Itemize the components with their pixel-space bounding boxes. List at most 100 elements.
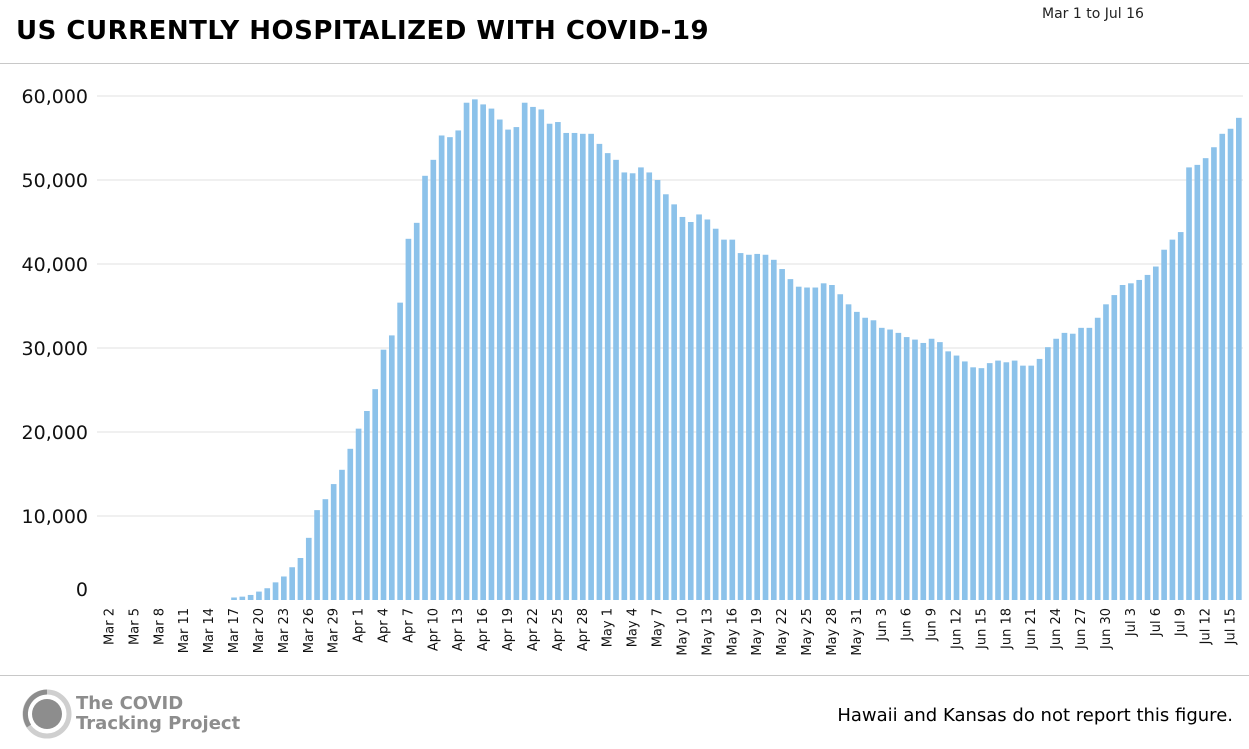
bar (804, 287, 810, 600)
bars (231, 99, 1242, 601)
bar (1169, 239, 1176, 600)
header-divider (0, 63, 1249, 64)
x-tick-label: Jun 9 (925, 608, 940, 642)
bar (339, 469, 345, 600)
x-tick-label: Apr 10 (426, 608, 441, 651)
x-tick-label: Apr 7 (401, 608, 416, 643)
bar (646, 172, 653, 600)
hospitalized-bar-chart: 0 10,000 20,000 30,000 40,000 50,000 60,000 Ma… (22, 86, 1243, 656)
bar (1227, 128, 1234, 600)
x-tick-label: Apr 16 (476, 608, 491, 651)
bar (878, 327, 885, 600)
bar (579, 133, 586, 601)
bar (305, 537, 312, 600)
bar (937, 342, 943, 600)
bar (779, 269, 785, 600)
bar (795, 286, 802, 600)
x-tick-label: Mar 5 (127, 608, 142, 645)
bar (754, 253, 761, 601)
bar (405, 238, 412, 601)
bar (887, 329, 893, 600)
x-tick-label: Jul 12 (1199, 608, 1214, 645)
bar (1111, 295, 1118, 600)
bar (1136, 279, 1143, 600)
bar (430, 159, 437, 600)
bar (920, 342, 927, 600)
x-tick-label: Jul 9 (1174, 608, 1189, 637)
x-tick-label: Mar 17 (227, 608, 242, 653)
bar (704, 219, 711, 601)
x-tick-label: Mar 2 (102, 608, 117, 645)
y-tick-label: 50,000 (22, 170, 88, 192)
bar (264, 588, 271, 600)
bar (1236, 117, 1242, 600)
bar (314, 510, 320, 600)
bar (1177, 232, 1184, 600)
bar (845, 304, 852, 600)
bar (571, 132, 578, 600)
bar (986, 363, 993, 600)
bar (413, 222, 420, 600)
bar (505, 129, 511, 600)
bar (953, 355, 960, 600)
bar (1152, 266, 1159, 600)
bar (1053, 338, 1059, 600)
bar (422, 175, 428, 601)
bar (1036, 358, 1043, 600)
bar (770, 259, 777, 600)
x-tick-label: Jul 3 (1124, 608, 1139, 637)
bar (472, 99, 478, 601)
bar (1202, 158, 1209, 600)
bar (1161, 249, 1167, 600)
bar (837, 294, 844, 600)
logo-ring-icon (22, 689, 72, 739)
date-range: Mar 1 to Jul 16 (1042, 6, 1144, 22)
bar (1219, 133, 1226, 601)
bar (1045, 347, 1051, 600)
bar (1061, 332, 1068, 600)
bar (521, 102, 528, 600)
x-tick-label: Jun 3 (875, 608, 890, 642)
bar (812, 287, 819, 600)
bar (621, 172, 628, 600)
x-tick-label: Jul 15 (1224, 608, 1239, 645)
bar (679, 216, 686, 600)
bar (231, 597, 237, 600)
x-tick-label: Apr 19 (501, 608, 516, 651)
bar (330, 484, 337, 600)
bar (820, 283, 827, 600)
bar (563, 132, 570, 600)
bar (895, 332, 902, 600)
x-tick-label: Mar 11 (177, 608, 192, 653)
grid-lines (97, 95, 1243, 517)
x-tick-label: Jun 12 (950, 608, 965, 650)
bar (513, 127, 520, 600)
bar (272, 582, 279, 600)
bar (480, 104, 486, 601)
covid-tracking-project-logo[interactable]: The COVID Tracking Project (20, 684, 260, 744)
bar (978, 368, 985, 600)
bar (854, 311, 860, 600)
bar (1003, 362, 1010, 600)
bar (496, 119, 503, 600)
bar (588, 133, 594, 601)
bar (555, 122, 561, 600)
bar (787, 279, 794, 600)
bar (712, 228, 719, 600)
bar (372, 389, 379, 600)
y-tick-label: 20,000 (22, 422, 88, 444)
x-axis-labels: Mar 2 Mar 5 Mar 8 Mar 11 Mar 14 Mar 17 Mar 20 M… (102, 608, 1238, 656)
footer-divider (0, 675, 1249, 676)
bar (746, 254, 752, 600)
bar (687, 222, 694, 600)
x-tick-label: Jun 30 (1099, 608, 1114, 650)
bar (638, 167, 644, 600)
bar (1194, 164, 1201, 600)
y-tick-label: 0 (76, 579, 88, 601)
bar (928, 338, 935, 600)
x-tick-label: May 7 (651, 608, 666, 647)
x-tick-label: Apr 13 (451, 608, 466, 651)
bar (596, 143, 603, 600)
bar (281, 576, 287, 600)
bar (322, 499, 329, 600)
